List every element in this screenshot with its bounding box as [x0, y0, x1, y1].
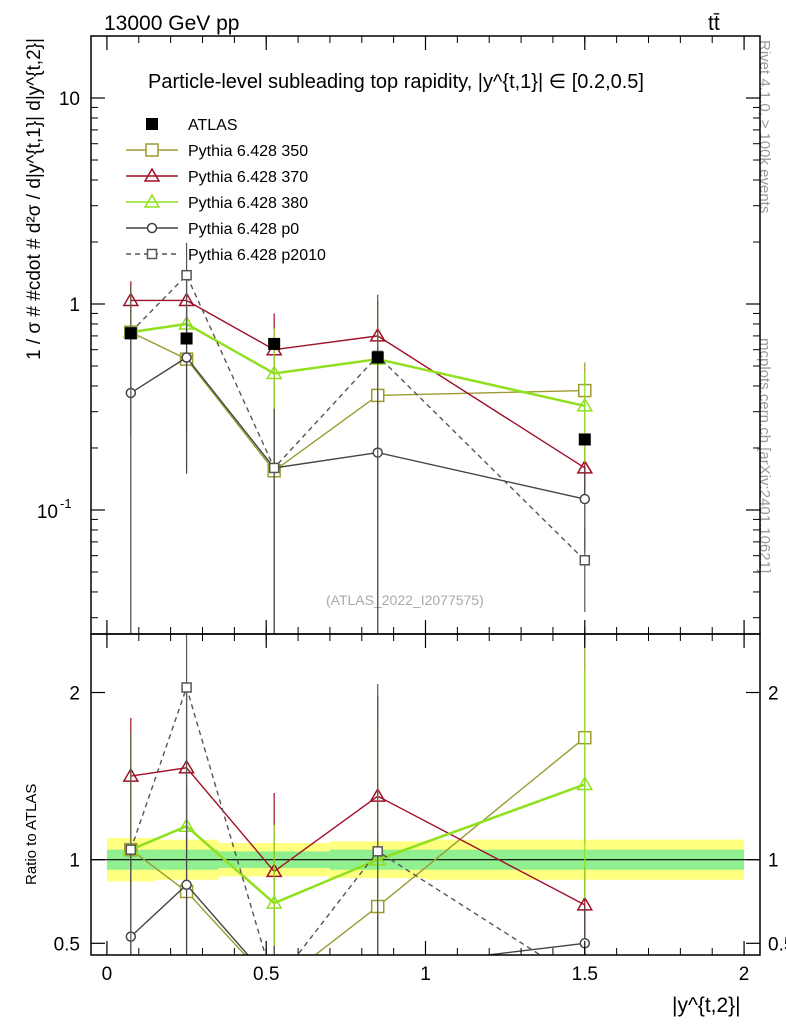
series-line — [130, 331, 585, 472]
data-point — [578, 433, 591, 446]
y-tick-label: 1 — [69, 295, 80, 316]
series-main-0 — [124, 285, 592, 634]
legend-marker — [146, 222, 158, 234]
data-point — [124, 327, 137, 340]
data-point — [371, 351, 384, 364]
series-line — [130, 356, 585, 500]
series-main-1 — [122, 274, 594, 502]
series-ratio-1 — [122, 681, 594, 950]
legend-label: ATLAS — [188, 117, 238, 134]
ratio-point — [125, 844, 137, 855]
series-main-4 — [125, 242, 591, 634]
y-tick-label: 10 — [37, 502, 58, 523]
series-line — [130, 273, 586, 561]
series-point — [576, 397, 594, 412]
legend-marker — [143, 167, 161, 182]
ratio-point — [181, 879, 192, 891]
ratio-line — [130, 685, 542, 955]
x-tick-label: 1 — [420, 964, 431, 985]
legend-item: Pythia 6.428 p0 — [126, 221, 299, 238]
x-tick-label: 1.5 — [572, 964, 598, 985]
legend-label: Pythia 6.428 p2010 — [188, 247, 326, 264]
ratio-tick-label-right: 0.5 — [768, 934, 786, 955]
series-main-3 — [125, 308, 591, 634]
legend-label: Pythia 6.428 380 — [188, 195, 308, 212]
energy-label: 13000 GeV pp — [104, 12, 239, 35]
series-ratio-4 — [125, 634, 542, 955]
y-axis-title: 1 / σ # #cdot # d²σ / d|y^{t,1}| d|y^{t,… — [24, 38, 45, 360]
series-point — [579, 493, 591, 505]
chart-title: Particle-level subleading top rapidity, … — [148, 71, 644, 93]
x-tick-label: 2 — [739, 964, 750, 985]
data-point — [180, 332, 193, 345]
legend-label: Pythia 6.428 370 — [188, 169, 308, 186]
legend-item: Pythia 6.428 370 — [126, 167, 308, 186]
series-ratio-0 — [124, 634, 592, 955]
ratio-point — [576, 775, 594, 791]
ratio-tick-label: 2 — [69, 684, 80, 705]
y-tick-exponent: -1 — [60, 496, 72, 511]
ratio-tick-label: 0.5 — [54, 934, 80, 955]
series-point — [181, 352, 192, 363]
watermark: (ATLAS_2022_I2077575) — [326, 592, 484, 608]
legend-marker — [146, 248, 158, 260]
y-tick-label: 10 — [59, 89, 80, 110]
series-point — [181, 269, 192, 281]
ratio-line — [130, 883, 585, 955]
ratio-point — [373, 964, 382, 973]
series-point — [579, 555, 591, 566]
series-line — [130, 322, 586, 408]
side-label-top: Rivet 4.1.0, ≥ 100k events — [756, 40, 773, 213]
x-axis-title: |y^{t,2}| — [672, 994, 741, 1017]
ratio-tick-label-right: 2 — [768, 684, 779, 705]
series-point — [268, 462, 280, 474]
legend-item: Pythia 6.428 p2010 — [126, 247, 326, 264]
series-main-2 — [122, 277, 594, 520]
data-point — [268, 337, 281, 350]
process-label: tt̄ — [708, 12, 720, 35]
legend-label: Pythia 6.428 350 — [188, 143, 308, 160]
ratio-y-axis-title: Ratio to ATLAS — [23, 784, 40, 885]
x-tick-label: 0 — [102, 964, 113, 985]
ratio-point — [372, 846, 383, 857]
legend-item: ATLAS — [146, 117, 238, 134]
legend-marker — [146, 118, 158, 130]
series-ratio-3 — [125, 786, 591, 973]
ratio-line — [130, 737, 586, 955]
atlas-data — [124, 327, 591, 446]
side-label-bottom: mcplots.cern.ch [arXiv:2401.10621] — [756, 338, 773, 573]
legend-item: Pythia 6.428 380 — [126, 193, 308, 212]
legend-label: Pythia 6.428 p0 — [188, 221, 299, 238]
ratio-point — [265, 894, 283, 909]
ratio-point — [181, 682, 192, 693]
ratio-tick-label-right: 1 — [768, 851, 779, 872]
legend-marker — [145, 143, 159, 157]
series-point — [265, 364, 283, 380]
legend-item: Pythia 6.428 350 — [126, 143, 308, 160]
x-tick-label: 0.5 — [253, 964, 279, 985]
ratio-tick-label: 1 — [69, 851, 80, 872]
ratio-panel-frame — [90, 633, 761, 956]
series-line — [130, 299, 586, 469]
legend-marker — [143, 193, 161, 208]
